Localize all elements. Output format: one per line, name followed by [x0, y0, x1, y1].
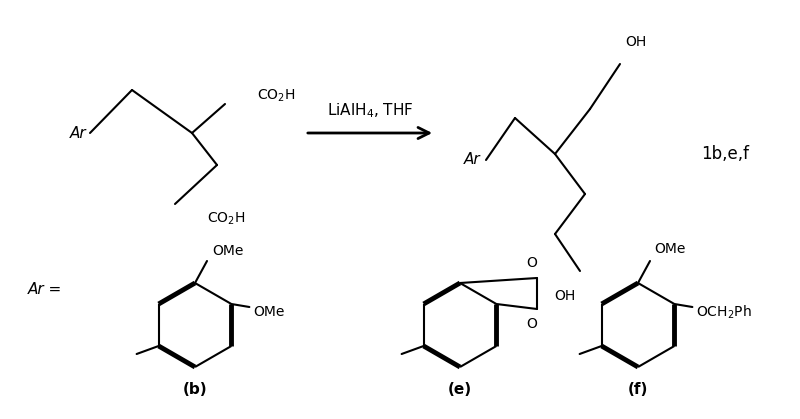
Text: CO$_2$H: CO$_2$H — [207, 211, 246, 227]
Text: Ar =: Ar = — [28, 282, 62, 297]
Text: OH: OH — [554, 289, 576, 303]
Text: (f): (f) — [628, 382, 648, 396]
Text: (b): (b) — [182, 382, 207, 396]
Text: OMe: OMe — [654, 242, 686, 256]
Text: LiAlH$_4$, THF: LiAlH$_4$, THF — [326, 102, 414, 120]
Text: OH: OH — [625, 35, 646, 49]
Text: OCH$_2$Ph: OCH$_2$Ph — [696, 303, 752, 321]
Text: Ar: Ar — [464, 153, 480, 168]
Text: 1b,e,f: 1b,e,f — [701, 145, 749, 163]
Text: Ar: Ar — [70, 126, 86, 140]
Text: O: O — [526, 256, 538, 270]
Text: O: O — [526, 317, 538, 331]
Text: CO$_2$H: CO$_2$H — [257, 88, 295, 104]
Text: (e): (e) — [448, 382, 472, 396]
Text: OMe: OMe — [254, 305, 285, 319]
Text: OMe: OMe — [212, 244, 243, 258]
